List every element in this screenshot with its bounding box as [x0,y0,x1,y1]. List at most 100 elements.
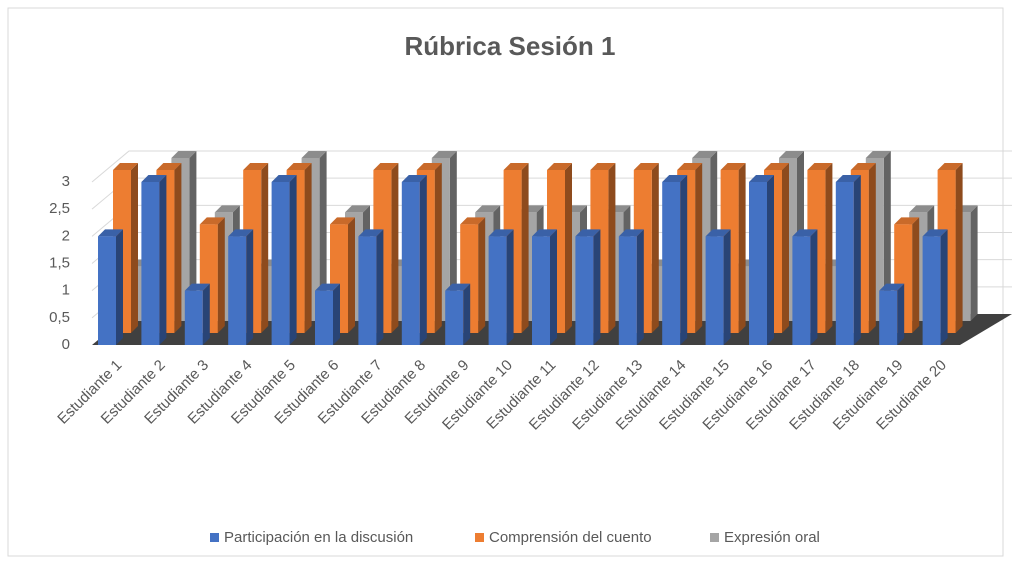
bar-side [970,205,978,321]
bar [792,229,818,345]
bar-top [286,163,312,170]
bar-side [202,283,210,345]
bar [98,229,123,345]
bar-side [463,283,471,345]
bar-top [792,229,818,237]
bar-side [419,175,427,345]
bar-top [720,163,746,170]
legend-swatch [710,533,719,542]
bar [358,229,384,345]
bar-side [333,283,340,345]
bar-front [749,182,767,345]
bar-top [879,283,905,291]
bar-top [156,163,182,170]
bar-top [692,151,718,158]
bar-top [113,163,138,170]
bar [141,175,167,345]
bar-side [680,175,688,345]
bar-side [319,151,327,321]
y-tick-label: 3 [62,173,70,190]
legend-label: Expresión oral [724,529,820,546]
bar-top [618,229,644,237]
bar-top [677,163,703,170]
bar-side [825,163,833,333]
bar-front [98,236,116,345]
y-tick-label: 0,5 [49,309,70,326]
bar-top [488,229,514,237]
bar-top [909,205,935,213]
bar-side [449,151,457,321]
bar-front [879,290,898,345]
bar [749,175,774,345]
bar-top [532,229,557,237]
bar-top [199,217,225,225]
bar-top [590,163,616,170]
bar-top [431,151,457,158]
bar-side [593,229,601,345]
bar-top [662,175,688,182]
bar-side [883,151,891,321]
bar-top [779,151,804,158]
bar-side [738,163,746,333]
bar-top [141,175,167,182]
bar-top [373,163,399,170]
bar-top [749,175,774,182]
bar-top [633,163,659,170]
bar-top [705,229,731,237]
bar-side [159,175,167,345]
bar-front [315,290,333,345]
bar-side [782,163,789,333]
bar-front [228,236,247,345]
bar-front [792,236,811,345]
bar-top [214,205,240,213]
bar-top [547,163,572,170]
chart-title: Rúbrica Sesión 1 [405,31,616,61]
bar-front [532,236,550,345]
bar [835,175,861,345]
bar-side [289,175,297,345]
bar-front [488,236,507,345]
bar-top [401,175,427,182]
bar-side [767,175,774,345]
bar-top [416,163,442,170]
bar-side [955,163,963,333]
bar-side [434,163,442,333]
bar-side [246,229,254,345]
bar-top [271,175,297,182]
bar-front [358,236,377,345]
bar-side [912,217,920,333]
bar-side [506,229,514,345]
bar [662,175,688,345]
bar-side [131,163,138,333]
bar-top [184,283,210,291]
bar-side [376,229,384,345]
bar-side [608,163,616,333]
y-tick-label: 2 [62,227,70,244]
bar-side [897,283,905,345]
bar-side [853,175,861,345]
bar-top [764,163,789,170]
bar-side [723,229,731,345]
bar [271,175,297,345]
bar-side [550,229,557,345]
bar-top [575,229,601,237]
bar-top [475,205,501,213]
bar-top [460,217,486,225]
bar-front [401,182,420,345]
bar-side [565,163,572,333]
bar-side [348,217,355,333]
bar [618,229,644,345]
bar-front [445,290,464,345]
bar [228,229,254,345]
bar [445,283,471,345]
bar [575,229,601,345]
bar-top [503,163,529,170]
y-tick-label: 1,5 [49,254,70,271]
y-tick-label: 1 [62,282,70,299]
bar-side [695,163,703,333]
legend-swatch [475,533,484,542]
bar-top [807,163,833,170]
bar-front [618,236,637,345]
bar-front [662,182,681,345]
